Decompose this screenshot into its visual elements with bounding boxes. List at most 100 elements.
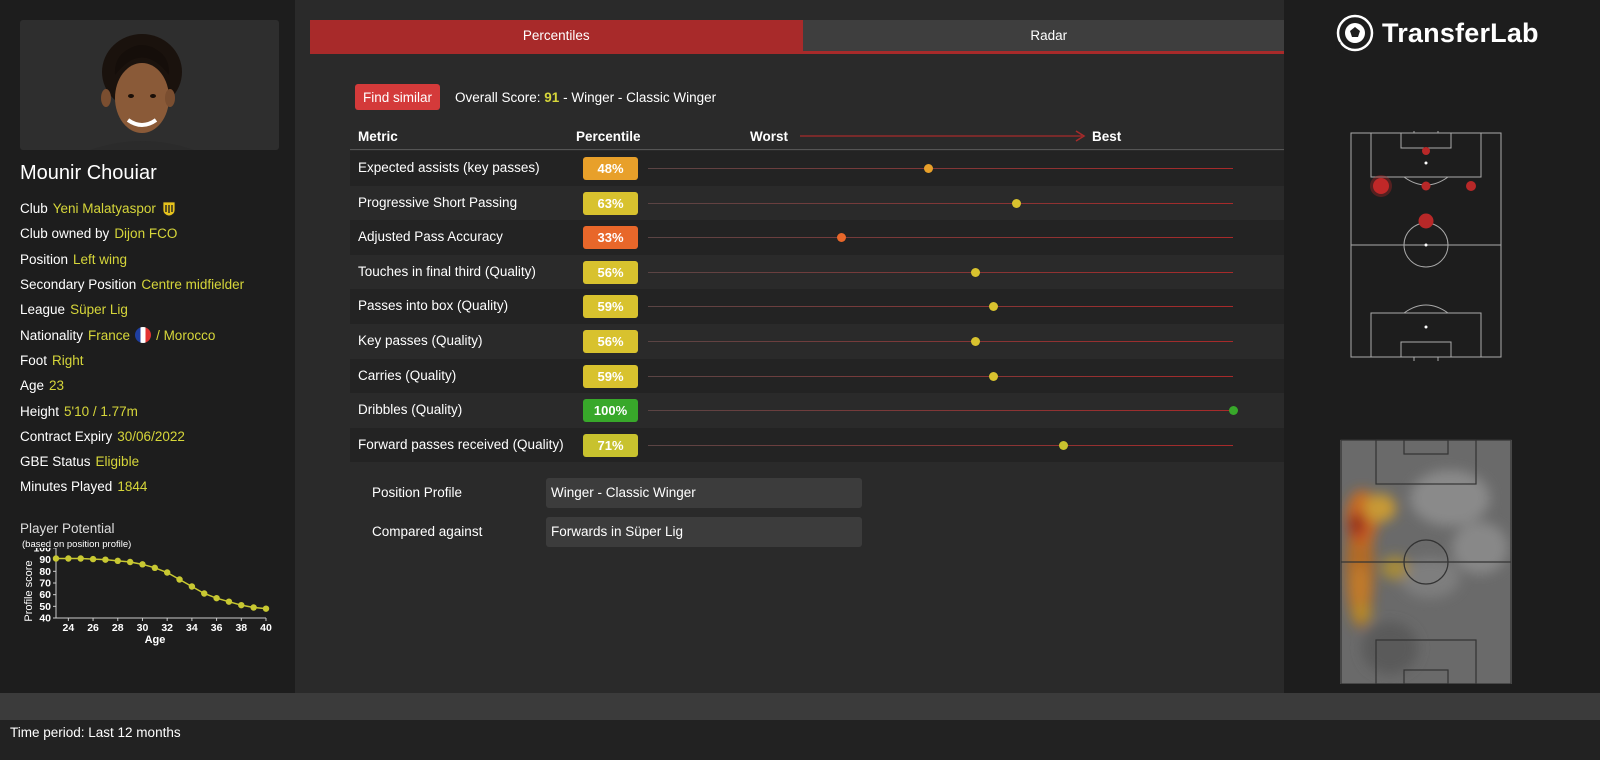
overall-score-value: 91 bbox=[544, 90, 560, 105]
data-point bbox=[225, 598, 233, 605]
header-metric: Metric bbox=[358, 129, 398, 144]
percentile-track bbox=[648, 375, 1233, 377]
y-axis-label: Profile score bbox=[23, 560, 35, 621]
overall-score-suffix: - Winger - Classic Winger bbox=[563, 90, 717, 105]
info-value: Centre midfielder bbox=[141, 277, 245, 293]
y-tick-label: 50 bbox=[39, 601, 51, 613]
compared-against-select[interactable]: Forwards in Süper Lig bbox=[546, 517, 862, 547]
info-value[interactable]: Süper Lig bbox=[70, 302, 128, 318]
percentile-dot bbox=[1058, 440, 1068, 450]
info-label: Minutes Played bbox=[20, 479, 113, 495]
y-tick-label: 90 bbox=[39, 554, 51, 566]
data-point bbox=[188, 583, 196, 590]
percentile-badge: 56% bbox=[583, 329, 638, 353]
percentile-badge: 48% bbox=[583, 157, 638, 180]
percentile-track bbox=[648, 306, 1233, 308]
main-panel: Percentiles Radar Find similar Overall S… bbox=[295, 0, 1310, 707]
info-nationality: Nationality France / Morocco bbox=[20, 322, 244, 347]
info-label: Foot bbox=[20, 352, 48, 368]
data-point bbox=[262, 605, 270, 612]
info-gbe-status: GBE Status Eligible bbox=[20, 449, 244, 474]
metric-row: Passes into box (Quality) 59% bbox=[350, 289, 1287, 324]
percentile-table-header: Metric Percentile Worst Best bbox=[350, 126, 1287, 150]
percentile-badge: 59% bbox=[583, 295, 638, 319]
data-point bbox=[238, 601, 245, 609]
percentile-rows: Expected assists (key passes) 48% Progre… bbox=[350, 151, 1287, 463]
info-secondary-position: Secondary Position Centre midfielder bbox=[20, 272, 244, 297]
info-contract-expiry: Contract Expiry 30/06/2022 bbox=[20, 424, 244, 449]
percentile-dot bbox=[971, 267, 981, 277]
metric-name: Touches in final third (Quality) bbox=[358, 263, 536, 279]
percentile-badge: 63% bbox=[583, 191, 638, 215]
data-point bbox=[250, 604, 257, 611]
time-period-label: Time period: Last 12 months bbox=[10, 725, 181, 740]
overall-score: Overall Score: 91 - Winger - Classic Win… bbox=[455, 90, 716, 105]
info-label: Position bbox=[20, 251, 69, 267]
info-club: Club Yeni Malatyaspor bbox=[20, 196, 244, 221]
france-flag-icon bbox=[135, 327, 152, 344]
metric-name: Expected assists (key passes) bbox=[358, 160, 540, 175]
x-tick-label: 24 bbox=[63, 622, 75, 634]
data-point bbox=[201, 590, 208, 597]
potential-subtitle: (based on position profile) bbox=[22, 539, 132, 550]
percentile-dot bbox=[924, 164, 934, 173]
metric-name: Progressive Short Passing bbox=[358, 194, 518, 210]
percentile-badge: 33% bbox=[583, 226, 638, 250]
info-label: Nationality bbox=[20, 327, 84, 343]
info-label: Height bbox=[20, 403, 60, 419]
info-club-owner: Club owned by Dijon FCO bbox=[20, 221, 244, 246]
club-badge-icon bbox=[162, 201, 176, 217]
info-label: Secondary Position bbox=[20, 277, 137, 293]
footer: Time period: Last 12 months bbox=[0, 720, 1600, 760]
info-label: GBE Status bbox=[20, 454, 91, 470]
tab-radar[interactable]: Radar bbox=[802, 20, 1295, 51]
heatmap-pitch bbox=[1340, 439, 1512, 684]
info-value: 23 bbox=[49, 378, 65, 394]
metric-name: Passes into box (Quality) bbox=[358, 298, 509, 314]
x-axis-label: Age bbox=[145, 634, 166, 646]
position-profile-label: Position Profile bbox=[372, 485, 463, 500]
metric-row: Adjusted Pass Accuracy 33% bbox=[350, 220, 1287, 255]
percentile-badge: 71% bbox=[583, 433, 638, 457]
find-similar-button[interactable]: Find similar bbox=[355, 84, 441, 110]
metric-name: Forward passes received (Quality) bbox=[358, 436, 564, 452]
info-age: Age 23 bbox=[20, 373, 244, 398]
data-point bbox=[114, 557, 121, 565]
data-point bbox=[163, 569, 171, 576]
position-profile-select[interactable]: Winger - Classic Winger bbox=[546, 478, 862, 508]
logo-text: TransferLab bbox=[1382, 17, 1539, 48]
metric-name: Carries (Quality) bbox=[358, 367, 457, 383]
info-value: 5'10 / 1.77m bbox=[64, 403, 138, 419]
metric-name: Dribbles (Quality) bbox=[358, 402, 463, 418]
data-point bbox=[126, 558, 134, 566]
info-value[interactable]: Yeni Malatyaspor bbox=[52, 201, 156, 217]
header-percentile: Percentile bbox=[576, 129, 641, 144]
info-value[interactable]: Dijon FCO bbox=[114, 226, 178, 242]
info-label: Age bbox=[20, 378, 45, 394]
compared-against-label: Compared against bbox=[372, 524, 483, 539]
percentile-badge: 59% bbox=[583, 364, 638, 388]
info-league: League Süper Lig bbox=[20, 297, 244, 322]
player-photo bbox=[20, 20, 279, 150]
data-point bbox=[77, 555, 84, 562]
percentile-dot bbox=[988, 371, 998, 381]
x-tick-label: 28 bbox=[112, 622, 124, 634]
info-value: 30/06/2022 bbox=[117, 428, 185, 444]
percentile-dot bbox=[988, 302, 998, 312]
view-tabs: Percentiles Radar bbox=[310, 20, 1295, 54]
x-tick-label: 26 bbox=[87, 622, 99, 634]
y-tick-label: 40 bbox=[39, 613, 51, 625]
player-info-list: Club Yeni Malatyaspor Club owned by Dijo… bbox=[20, 196, 244, 500]
x-tick-label: 40 bbox=[260, 622, 272, 634]
info-value: Right bbox=[52, 352, 84, 368]
info-value: Left wing bbox=[73, 251, 128, 267]
x-tick-label: 34 bbox=[186, 622, 198, 634]
ball-logo-icon bbox=[1335, 14, 1374, 54]
worst-to-best-arrow-icon bbox=[800, 130, 1086, 142]
percentile-badge: 100% bbox=[583, 399, 638, 423]
data-point bbox=[65, 555, 72, 562]
x-tick-label: 38 bbox=[235, 622, 247, 634]
data-point bbox=[176, 576, 183, 583]
tab-percentiles[interactable]: Percentiles bbox=[310, 20, 803, 51]
